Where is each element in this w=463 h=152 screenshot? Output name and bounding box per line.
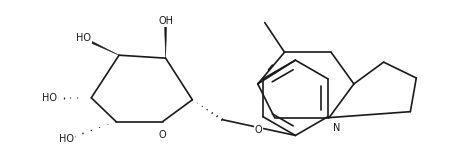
Text: O: O bbox=[159, 130, 166, 140]
Text: HO: HO bbox=[42, 93, 57, 103]
Text: N: N bbox=[333, 123, 341, 133]
Polygon shape bbox=[164, 21, 167, 58]
Text: OH: OH bbox=[158, 16, 173, 26]
Polygon shape bbox=[83, 37, 119, 55]
Text: HO: HO bbox=[76, 33, 91, 43]
Text: HO: HO bbox=[59, 134, 74, 144]
Text: O: O bbox=[255, 125, 263, 135]
